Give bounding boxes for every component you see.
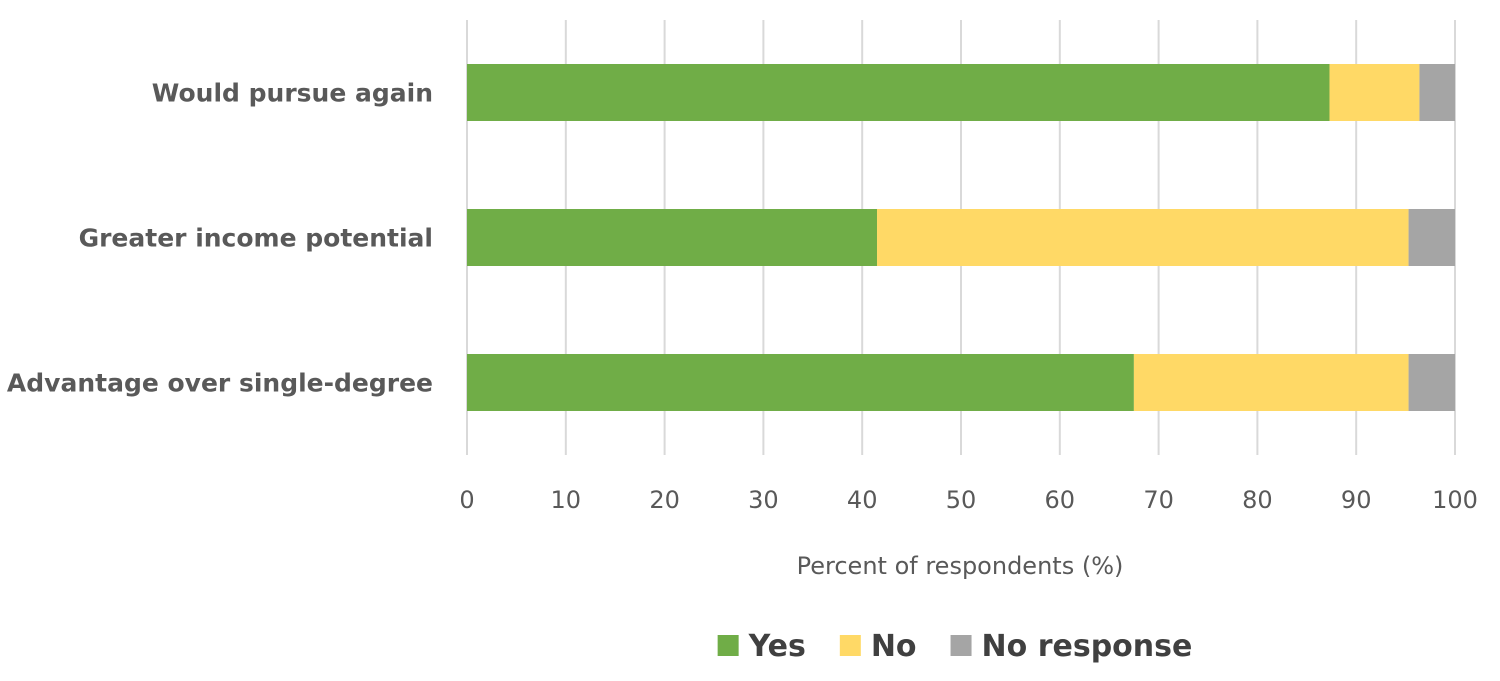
category-label: Would pursue again — [152, 79, 433, 108]
legend: Yes No No response — [717, 629, 1193, 664]
legend-swatch — [717, 635, 739, 656]
legend-label: No response — [982, 629, 1193, 664]
bar-yes-2 — [467, 354, 1134, 411]
category-labels: Would pursue again Greater income potenti… — [7, 79, 433, 398]
bar-no-0 — [1329, 64, 1420, 121]
bar-no-response-2 — [1408, 354, 1455, 411]
bar-yes-0 — [467, 64, 1330, 121]
x-tick-labels: 0 10 20 30 40 50 60 70 80 90 100 — [459, 486, 1478, 514]
x-tick-label: 80 — [1242, 486, 1273, 514]
x-axis-title: Percent of respondents (%) — [797, 552, 1124, 580]
bars — [467, 64, 1455, 411]
bar-no-1 — [877, 209, 1409, 266]
bar-no-2 — [1133, 354, 1409, 411]
legend-item-no: No — [839, 629, 917, 664]
legend-item-no-response: No response — [950, 629, 1193, 664]
bar-yes-1 — [467, 209, 878, 266]
category-label: Advantage over single-degree — [7, 369, 433, 398]
x-tick-label: 100 — [1432, 486, 1478, 514]
bar-no-response-0 — [1419, 64, 1455, 121]
x-tick-label: 40 — [847, 486, 878, 514]
x-tick-label: 10 — [551, 486, 582, 514]
legend-item-yes: Yes — [717, 629, 806, 664]
x-tick-label: 60 — [1045, 486, 1076, 514]
category-label: Greater income potential — [79, 224, 433, 253]
x-tick-label: 90 — [1341, 486, 1372, 514]
x-tick-label: 20 — [649, 486, 680, 514]
x-tick-label: 0 — [459, 486, 474, 514]
x-tick-label: 30 — [748, 486, 779, 514]
legend-label: No — [871, 629, 917, 664]
legend-swatch — [950, 635, 972, 656]
x-tick-label: 70 — [1143, 486, 1174, 514]
x-tick-label: 50 — [946, 486, 977, 514]
legend-swatch — [839, 635, 861, 656]
legend-label: Yes — [748, 629, 806, 664]
bar-no-response-1 — [1408, 209, 1455, 266]
